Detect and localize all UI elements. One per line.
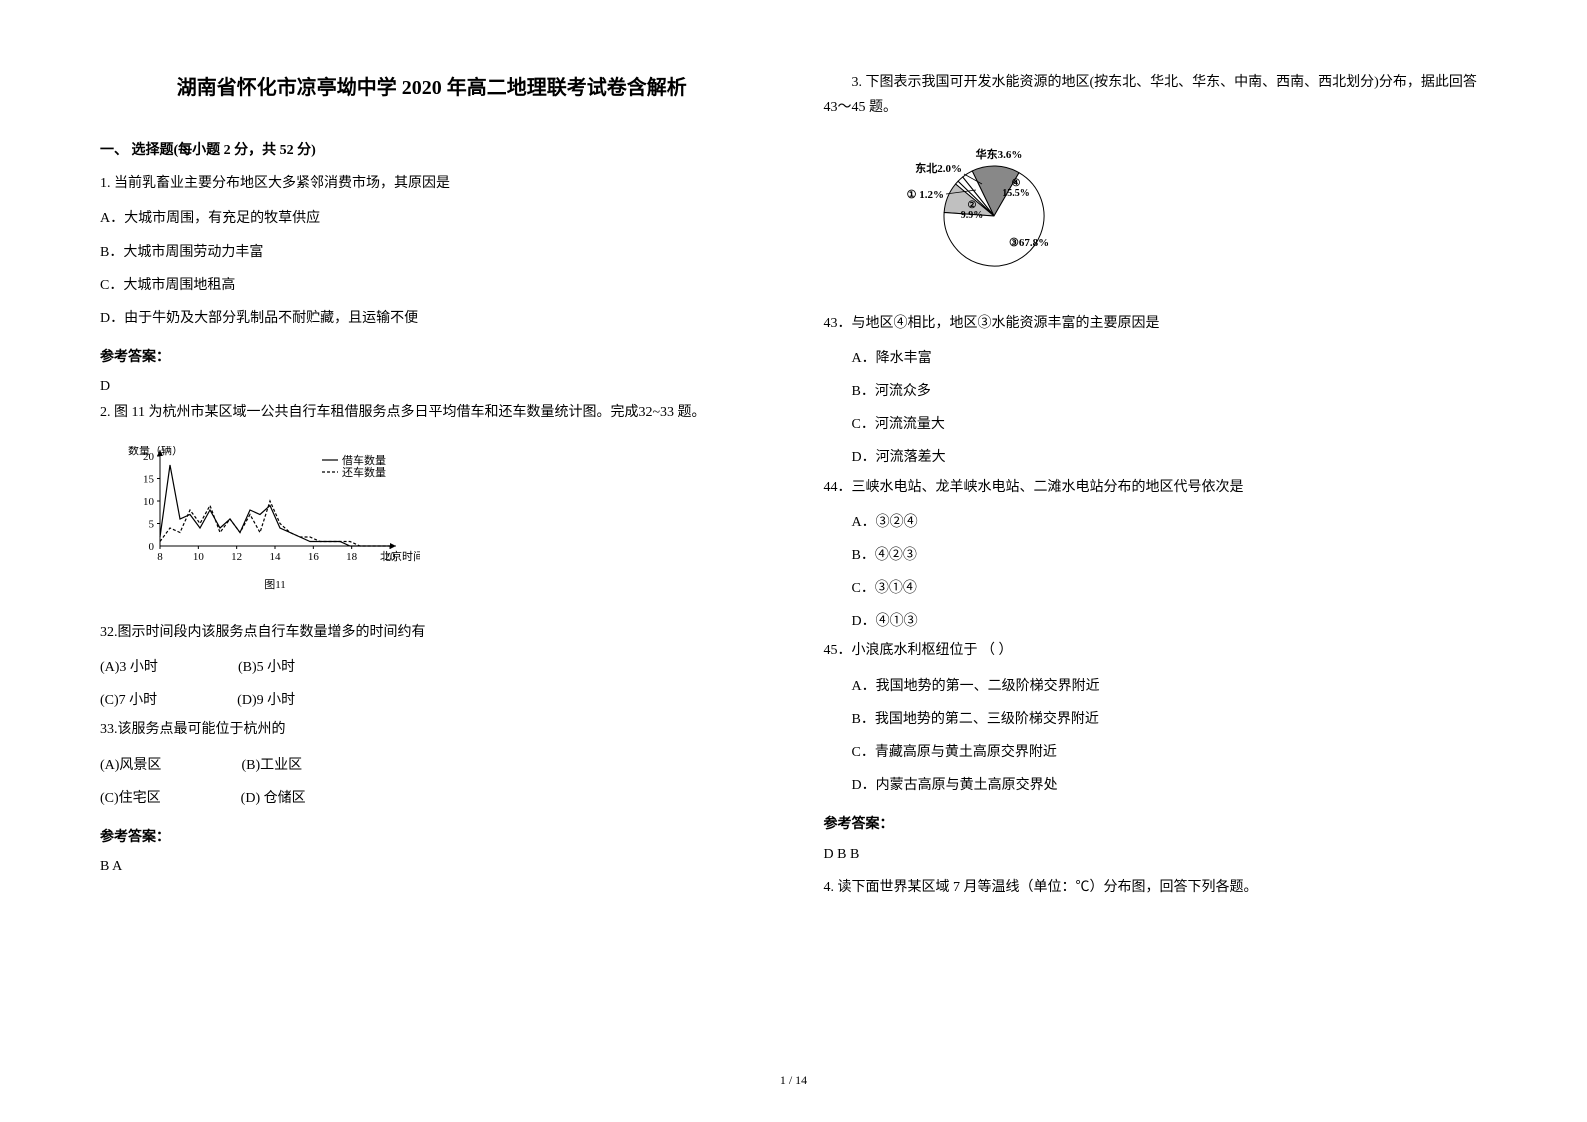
q33-opt-c: (C)住宅区: [100, 786, 161, 811]
q44-opt-d: D．④①③: [852, 609, 1488, 634]
svg-text:③67.8%: ③67.8%: [1009, 237, 1049, 249]
q32-opt-c: (C)7 小时: [100, 688, 157, 713]
q2-answer-label: 参考答案：: [100, 825, 764, 850]
svg-text:图11: 图11: [264, 578, 286, 591]
right-column: 3. 下图表示我国可开发水能资源的地区(按东北、华北、华东、中南、西南、西北划分…: [824, 70, 1488, 1082]
pie-chart: 华东3.6%东北2.0%① 1.2%②9.9%④15.5%③67.8%: [874, 141, 1488, 290]
q1-opt-c: C．大城市周围地租高: [100, 273, 764, 298]
q45-opt-a: A．我国地势的第一、二级阶梯交界附近: [852, 674, 1488, 699]
q44-opt-c: C．③①④: [852, 576, 1488, 601]
svg-text:10: 10: [193, 551, 205, 563]
q45-opt-b: B．我国地势的第二、三级阶梯交界附近: [852, 707, 1488, 732]
svg-text:东北2.0%: 东北2.0%: [915, 161, 962, 175]
svg-text:5: 5: [149, 518, 155, 530]
svg-text:15.5%: 15.5%: [1002, 188, 1030, 199]
svg-text:① 1.2%: ① 1.2%: [906, 189, 943, 201]
svg-text:还车数量: 还车数量: [342, 465, 386, 479]
q44-text: 44．三峡水电站、龙羊峡水电站、二滩水电站分布的地区代号依次是: [824, 475, 1488, 500]
svg-text:借车数量: 借车数量: [342, 453, 386, 467]
svg-text:15: 15: [143, 473, 155, 485]
q45-opt-c: C．青藏高原与黄土高原交界附近: [852, 740, 1488, 765]
q32-opt-b: (B)5 小时: [238, 655, 295, 680]
q3-text: 3. 下图表示我国可开发水能资源的地区(按东北、华北、华东、中南、西南、西北划分…: [824, 70, 1488, 120]
q43-opt-b: B．河流众多: [852, 379, 1488, 404]
q32-opt-d: (D)9 小时: [237, 688, 295, 713]
q1-answer: D: [100, 374, 764, 399]
q43-opt-a: A．降水丰富: [852, 346, 1488, 371]
q33-opt-a: (A)风景区: [100, 753, 161, 778]
svg-text:14: 14: [270, 551, 282, 563]
svg-text:16: 16: [308, 551, 320, 563]
q43-opt-c: C．河流流量大: [852, 412, 1488, 437]
svg-text:8: 8: [157, 551, 163, 563]
line-chart: 810121416182051015200数量（辆）北京时间图11借车数量还车数…: [120, 446, 764, 605]
q32-text: 32.图示时间段内该服务点自行车数量增多的时间约有: [100, 620, 764, 645]
q1-opt-b: B．大城市周围劳动力丰富: [100, 240, 764, 265]
q4-text: 4. 读下面世界某区域 7 月等温线（单位：℃）分布图，回答下列各题。: [824, 875, 1488, 900]
svg-text:18: 18: [346, 551, 358, 563]
q32-opt-a: (A)3 小时: [100, 655, 158, 680]
q43-text: 43．与地区④相比，地区③水能资源丰富的主要原因是: [824, 311, 1488, 336]
svg-text:北京时间: 北京时间: [380, 549, 420, 563]
page-footer: 1 / 14: [780, 1070, 807, 1092]
svg-text:10: 10: [143, 496, 155, 508]
q33-text: 33.该服务点最可能位于杭州的: [100, 717, 764, 742]
q3-answer-label: 参考答案：: [824, 812, 1488, 837]
q3-answer: D B B: [824, 842, 1488, 867]
q33-opt-b: (B)工业区: [241, 753, 302, 778]
q45-text: 45．小浪底水利枢纽位于 （ ）: [824, 638, 1488, 663]
svg-text:华东3.6%: 华东3.6%: [975, 147, 1022, 161]
q2-answer: B A: [100, 854, 764, 879]
svg-text:9.9%: 9.9%: [960, 210, 983, 221]
q1-opt-a: A．大城市周围，有充足的牧草供应: [100, 206, 764, 231]
q33-opt-d: (D) 仓储区: [241, 786, 306, 811]
svg-text:0: 0: [149, 541, 155, 553]
q1-answer-label: 参考答案：: [100, 345, 764, 370]
q45-opt-d: D．内蒙古高原与黄土高原交界处: [852, 773, 1488, 798]
q2-text: 2. 图 11 为杭州市某区域一公共自行车租借服务点多日平均借车和还车数量统计图…: [100, 400, 764, 425]
document-title: 湖南省怀化市凉亭坳中学 2020 年高二地理联考试卷含解析: [100, 70, 764, 106]
q1-text: 1. 当前乳畜业主要分布地区大多紧邻消费市场，其原因是: [100, 171, 764, 196]
svg-text:数量（辆）: 数量（辆）: [128, 446, 183, 457]
q1-opt-d: D．由于牛奶及大部分乳制品不耐贮藏，且运输不便: [100, 306, 764, 331]
svg-text:12: 12: [231, 551, 242, 563]
section-header: 一、 选择题(每小题 2 分，共 52 分): [100, 138, 764, 163]
q44-opt-a: A．③②④: [852, 510, 1488, 535]
left-column: 湖南省怀化市凉亭坳中学 2020 年高二地理联考试卷含解析 一、 选择题(每小题…: [100, 70, 764, 1082]
q44-opt-b: B．④②③: [852, 543, 1488, 568]
q43-opt-d: D．河流落差大: [852, 445, 1488, 470]
